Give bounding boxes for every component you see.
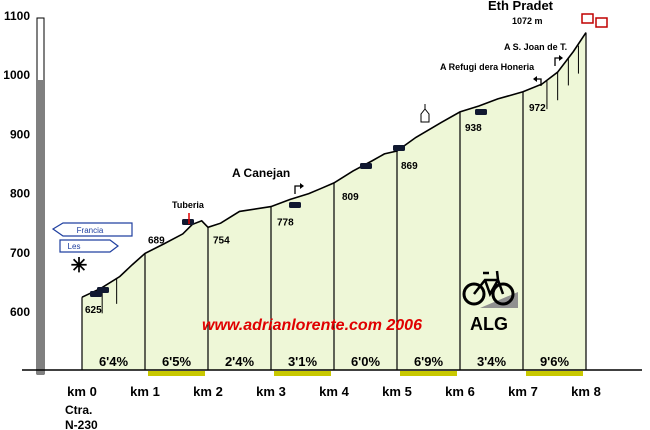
y-tick-label: 800	[10, 187, 30, 201]
francia-sign-label: Francia	[77, 226, 104, 235]
grade-label: 3'1%	[288, 354, 318, 369]
y-tick-label: 1000	[3, 68, 30, 82]
km-label: km 8	[571, 384, 601, 399]
logo-text: ALG	[470, 314, 508, 334]
km-label: km 5	[382, 384, 412, 399]
road-label-line1: Ctra.	[65, 403, 92, 417]
grade-strip	[463, 371, 520, 376]
grade-label: 6'9%	[414, 354, 444, 369]
altitude-label: 778	[277, 218, 294, 229]
altitude-label: 689	[148, 235, 165, 246]
altitude-label: 938	[465, 123, 482, 134]
website-label: www.adrianlorente.com 2006	[202, 317, 422, 334]
grade-strip	[400, 371, 457, 376]
y-tick-label: 1100	[4, 9, 30, 23]
sjoan-arrowhead-icon	[559, 55, 563, 61]
altitude-label: 625	[85, 305, 102, 316]
car-icon	[97, 287, 109, 293]
church-icon	[420, 108, 430, 123]
y-tick-label: 700	[10, 246, 30, 260]
grade-strip	[526, 371, 583, 376]
grade-label: 3'4%	[477, 354, 507, 369]
canejan-arrowhead-icon	[300, 183, 304, 189]
km-label: km 4	[319, 384, 349, 399]
road-label-line2: N-230	[65, 418, 98, 430]
altitude-bar-fill	[37, 80, 44, 374]
altitude-label: 972	[529, 103, 546, 114]
canejan-label: A Canejan	[232, 166, 290, 180]
summit-altitude: 1072 m	[512, 16, 543, 26]
car-icon	[289, 202, 301, 208]
km-label: km 1	[130, 384, 160, 399]
tuberia-label: Tuberia	[172, 200, 205, 210]
francia-sign	[51, 222, 133, 237]
altitude-label: 809	[342, 192, 359, 203]
km-label: km 2	[193, 384, 223, 399]
car-icon	[360, 163, 372, 169]
grade-label: 6'5%	[162, 354, 192, 369]
altitude-label: 754	[213, 235, 230, 246]
house-icon	[595, 17, 608, 28]
grade-label: 6'4%	[99, 354, 129, 369]
grade-strip	[148, 371, 205, 376]
altitude-label: 869	[401, 161, 418, 172]
km-label: km 0	[67, 384, 97, 399]
asterisk-icon: ✳	[71, 255, 88, 277]
les-sign-label: Les	[68, 242, 81, 251]
bike-frame-icon	[473, 270, 505, 297]
grade-label: 2'4%	[225, 354, 255, 369]
km-label: km 6	[445, 384, 475, 399]
refugi-label: A Refugi dera Honeria	[440, 62, 535, 72]
grade-strip	[337, 371, 394, 376]
grade-strip	[85, 371, 142, 376]
grade-strip	[274, 371, 331, 376]
les-sign	[59, 239, 119, 253]
bike-wheel-icon	[462, 282, 486, 306]
summit-title: Eth Pradet	[488, 0, 554, 13]
bike-wheel-icon	[491, 282, 515, 306]
y-tick-label: 600	[10, 305, 30, 319]
car-icon	[475, 109, 487, 115]
refugi-arrowhead-icon	[533, 76, 537, 82]
car-icon	[393, 145, 405, 151]
house-icon	[581, 13, 594, 24]
km-label: km 3	[256, 384, 286, 399]
y-tick-label: 900	[10, 127, 30, 141]
profile-line	[81, 32, 587, 298]
grade-label: 6'0%	[351, 354, 381, 369]
car-icon	[182, 219, 194, 225]
sjoan-label: A S. Joan de T.	[504, 42, 567, 52]
grade-label: 9'6%	[540, 354, 570, 369]
grade-strip	[211, 371, 268, 376]
km-label: km 7	[508, 384, 538, 399]
